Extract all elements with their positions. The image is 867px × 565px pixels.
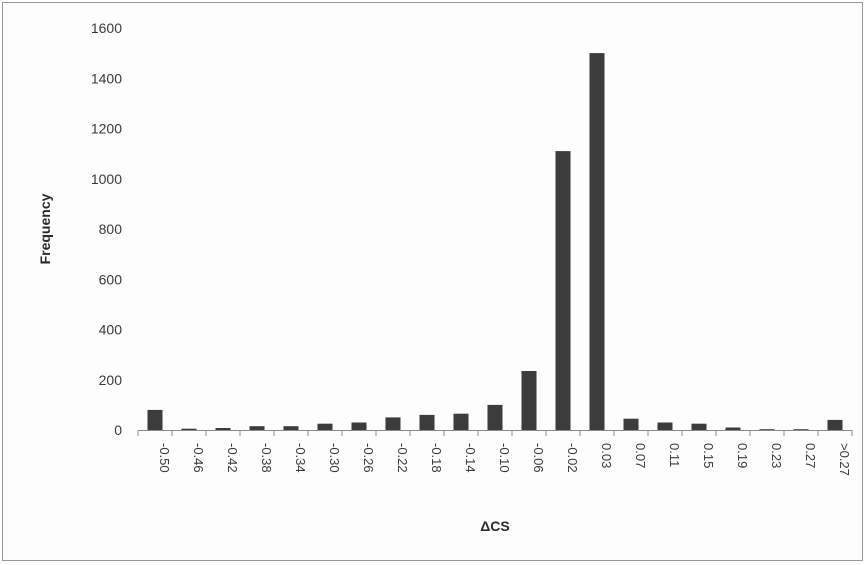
x-tick-label: -0.10: [497, 443, 512, 473]
x-tick-label: 0.19: [735, 443, 750, 468]
x-tick-label: -0.22: [395, 443, 410, 473]
bar: [487, 404, 503, 430]
bar: [725, 427, 741, 430]
x-tick-label: 0.03: [599, 443, 614, 468]
x-axis-ticks: -0.50 -0.46 -0.42 -0.38 -0.34 -0.30 -0.26 -0.22…: [137, 430, 853, 476]
bar: [181, 428, 197, 430]
bar: [793, 429, 809, 431]
bar: [249, 426, 265, 430]
y-tick-label: 1000: [91, 171, 122, 187]
x-tick-label: 0.23: [769, 443, 784, 468]
x-tick-label: -0.42: [225, 443, 240, 473]
bar: [623, 418, 639, 430]
x-tick-label: -0.50: [157, 443, 172, 473]
x-tick-label: 0.27: [803, 443, 818, 468]
bar: [827, 419, 843, 430]
y-tick-label: 600: [99, 271, 123, 287]
x-tick-label: -0.14: [463, 443, 478, 473]
y-tick-label: 800: [99, 221, 123, 237]
x-tick-label: -0.34: [293, 443, 308, 473]
y-axis-ticks: 0 200 400 600 800 1000 1200 1400 1600: [91, 20, 122, 438]
bar: [589, 53, 605, 430]
x-tick-label: 0.15: [701, 443, 716, 468]
x-tick-label: -0.46: [191, 443, 206, 473]
bar: [453, 413, 469, 430]
x-axis-title: ΔCS: [480, 518, 510, 534]
bar: [283, 426, 299, 430]
bar: [147, 409, 163, 430]
y-tick-label: 0: [114, 422, 122, 438]
bar: [555, 151, 571, 430]
bar: [351, 422, 367, 430]
y-tick-label: 1200: [91, 121, 122, 137]
x-tick-label: -0.30: [327, 443, 342, 473]
x-tick-label: 0.07: [633, 443, 648, 468]
x-tick-label: 0.11: [667, 443, 682, 467]
x-tick-label: >0.27: [837, 443, 852, 476]
x-tick-label: -0.26: [361, 443, 376, 473]
bar: [385, 417, 401, 430]
bar: [419, 414, 435, 430]
y-tick-label: 400: [99, 322, 123, 338]
bar: [759, 429, 775, 431]
bar: [317, 423, 333, 430]
y-tick-label: 200: [99, 372, 123, 388]
x-tick-label: -0.18: [429, 443, 444, 473]
bar: [691, 423, 707, 430]
x-tick-label: -0.38: [259, 443, 274, 473]
x-tick-label: -0.02: [565, 443, 580, 473]
y-axis-title: Frequency: [37, 193, 53, 264]
bars: [147, 53, 843, 431]
x-tick-label: -0.06: [531, 443, 546, 473]
bar: [215, 428, 231, 430]
bar: [521, 371, 537, 430]
y-tick-label: 1600: [91, 20, 122, 36]
y-tick-label: 1400: [91, 70, 122, 86]
bar: [657, 422, 673, 430]
